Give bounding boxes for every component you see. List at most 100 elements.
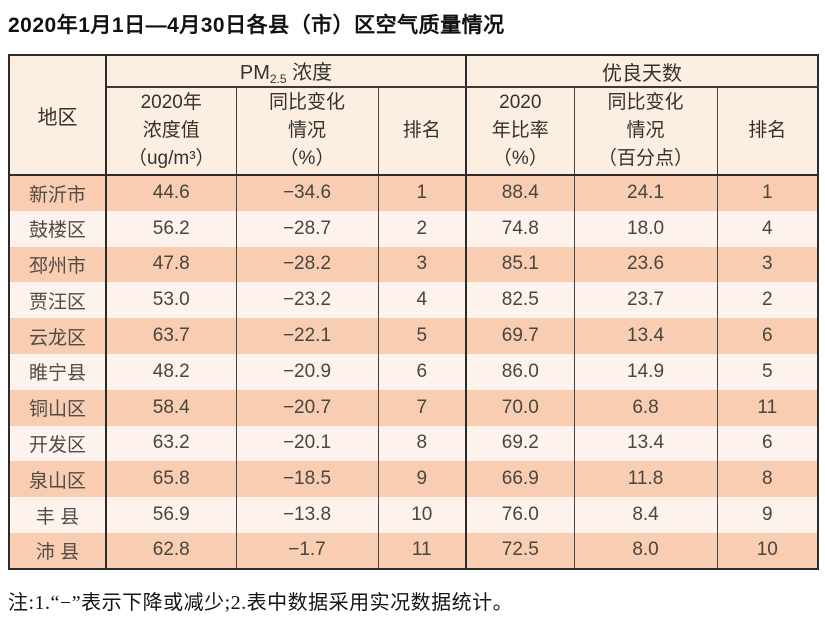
table-row: 贾汪区 53.0 −23.2 4 82.5 23.7 2	[9, 282, 819, 319]
pm-value-cell: 63.7	[106, 318, 237, 354]
good-ratio-cell: 69.2	[466, 425, 575, 462]
table-row: 鼓楼区 56.2 −28.7 2 74.8 18.0 4	[9, 210, 819, 247]
good-rank-cell: 4	[717, 210, 819, 247]
good-ratio-cell: 82.5	[466, 282, 575, 319]
region-cell: 新沂市	[9, 175, 107, 211]
region-cell: 睢宁县	[9, 353, 107, 390]
pm-rank-cell: 5	[378, 318, 468, 354]
good-ratio-cell: 88.4	[466, 175, 575, 211]
pm-rank-cell: 6	[378, 353, 468, 390]
pm-value-cell: 44.6	[106, 175, 237, 211]
pm-rank-cell: 1	[378, 175, 468, 211]
pm-change-cell: −13.8	[236, 497, 379, 533]
good-change-cell: 8.0	[574, 532, 718, 569]
page-title: 2020年1月1日—4月30日各县（市）区空气质量情况	[8, 14, 505, 37]
good-change-cell: 23.6	[574, 246, 718, 283]
pm-change-cell: −34.6	[236, 175, 379, 211]
pm-change-cell: −28.2	[236, 246, 379, 283]
good-ratio-cell: 70.0	[466, 389, 575, 426]
good-change-cell: 14.9	[574, 353, 718, 390]
good-change-cell: 11.8	[574, 461, 718, 498]
pm-rank-cell: 8	[378, 425, 468, 462]
table-row: 沛 县 62.8 −1.7 11 72.5 8.0 10	[9, 532, 819, 569]
pm-value-cell: 56.2	[106, 210, 237, 247]
pm-rank-cell: 10	[378, 497, 468, 533]
pm-value-cell: 62.8	[106, 532, 237, 569]
section-header-row: 地区 PM2.5 浓度 优良天数	[9, 55, 819, 176]
pm-change-cell: −22.1	[236, 318, 379, 354]
pm-value-cell: 53.0	[106, 282, 237, 319]
good-change-cell: 23.7	[574, 282, 718, 319]
pm-change-column-header: 同比变化 情况 （%）	[236, 87, 379, 176]
region-cell: 丰 县	[9, 497, 107, 533]
region-cell: 云龙区	[9, 318, 107, 354]
good-ratio-cell: 72.5	[466, 532, 575, 569]
region-column-header: 地区	[9, 55, 107, 176]
pm-change-cell: −28.7	[236, 210, 379, 247]
sub-header-row: 2020年 浓度值 （ug/m³） 同比变化 情况 （%） 排名 2020 年比…	[9, 87, 819, 176]
pm-value-cell: 58.4	[106, 389, 237, 426]
pm-change-cell: −18.5	[236, 461, 379, 498]
region-cell: 泉山区	[9, 461, 107, 498]
table-header: 地区 PM2.5 浓度 优良天数 2020年 浓度值 （ug/m³） 同比变化 …	[9, 55, 819, 176]
table-row: 铜山区 58.4 −20.7 7 70.0 6.8 11	[9, 389, 819, 426]
table-row: 新沂市 44.6 −34.6 1 88.4 24.1 1	[9, 175, 819, 211]
good-ratio-column-header: 2020 年比率 （%）	[466, 87, 575, 176]
good-rank-cell: 6	[717, 425, 819, 462]
pm-change-cell: −1.7	[236, 532, 379, 569]
region-cell: 铜山区	[9, 389, 107, 426]
table-row: 丰 县 56.9 −13.8 10 76.0 8.4 9	[9, 497, 819, 533]
good-rank-cell: 11	[717, 389, 819, 426]
region-cell: 贾汪区	[9, 282, 107, 319]
pm-rank-cell: 2	[378, 210, 468, 247]
pm-value-column-header: 2020年 浓度值 （ug/m³）	[106, 87, 237, 176]
pm-rank-cell: 4	[378, 282, 468, 319]
good-change-cell: 24.1	[574, 175, 718, 211]
table-body: 新沂市 44.6 −34.6 1 88.4 24.1 1 鼓楼区 56.2 −2…	[9, 175, 819, 569]
table-row: 睢宁县 48.2 −20.9 6 86.0 14.9 5	[9, 353, 819, 390]
table-row: 云龙区 63.7 −22.1 5 69.7 13.4 6	[9, 318, 819, 354]
table-row: 泉山区 65.8 −18.5 9 66.9 11.8 8	[9, 461, 819, 498]
pm25-section-header: PM2.5 浓度	[106, 55, 468, 88]
region-cell: 沛 县	[9, 532, 107, 569]
region-cell: 鼓楼区	[9, 210, 107, 247]
good-ratio-cell: 66.9	[466, 461, 575, 498]
good-change-cell: 13.4	[574, 425, 718, 462]
good-change-column-header: 同比变化 情况 （百分点）	[574, 87, 718, 176]
good-change-cell: 13.4	[574, 318, 718, 354]
good-rank-column-header: 排名	[717, 87, 819, 176]
pm-value-cell: 65.8	[106, 461, 237, 498]
pm-change-cell: −23.2	[236, 282, 379, 319]
region-cell: 开发区	[9, 425, 107, 462]
good-rank-cell: 1	[717, 175, 819, 211]
good-rank-cell: 9	[717, 497, 819, 533]
pm25-label: PM2.5 浓度	[239, 62, 333, 86]
pm-value-cell: 56.9	[106, 497, 237, 533]
region-cell: 邳州市	[9, 246, 107, 283]
pm-rank-cell: 11	[378, 532, 468, 569]
good-rank-cell: 3	[717, 246, 819, 283]
good-rank-cell: 10	[717, 532, 819, 569]
good-change-cell: 18.0	[574, 210, 718, 247]
pm-change-cell: −20.7	[236, 389, 379, 426]
pm-rank-column-header: 排名	[378, 87, 468, 176]
pm-value-cell: 63.2	[106, 425, 237, 462]
good-rank-cell: 8	[717, 461, 819, 498]
good-ratio-cell: 76.0	[466, 497, 575, 533]
good-ratio-cell: 86.0	[466, 353, 575, 390]
pm-value-cell: 47.8	[106, 246, 237, 283]
pm-rank-cell: 9	[378, 461, 468, 498]
good-change-cell: 8.4	[574, 497, 718, 533]
pm-change-cell: −20.9	[236, 353, 379, 390]
good-change-cell: 6.8	[574, 389, 718, 426]
good-rank-cell: 6	[717, 318, 819, 354]
good-ratio-cell: 69.7	[466, 318, 575, 354]
footnote: 注:1.“−”表示下降或减少;2.表中数据采用实况数据统计。	[8, 591, 514, 614]
good-ratio-cell: 74.8	[466, 210, 575, 247]
good-ratio-cell: 85.1	[466, 246, 575, 283]
good-days-section-header: 优良天数	[466, 55, 819, 88]
table-row: 邳州市 47.8 −28.2 3 85.1 23.6 3	[9, 246, 819, 283]
pm-rank-cell: 7	[378, 389, 468, 426]
air-quality-table: 地区 PM2.5 浓度 优良天数 2020年 浓度值 （ug/m³） 同比变化 …	[8, 54, 820, 570]
